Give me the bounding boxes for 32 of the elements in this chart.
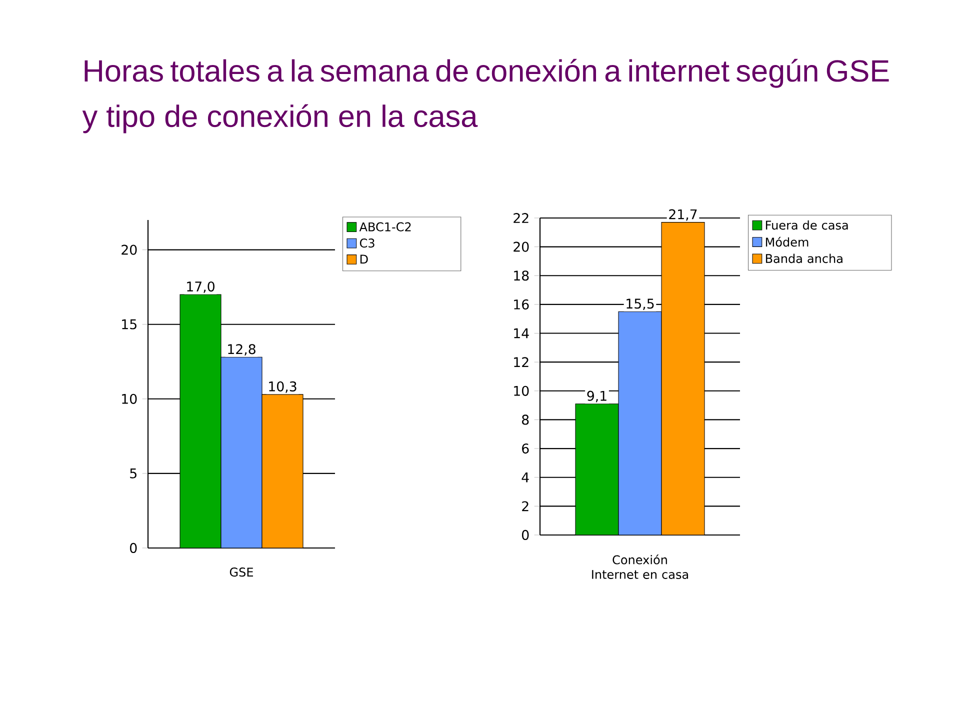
legend-label: D	[360, 254, 368, 264]
data-label: 17,0	[187, 281, 214, 293]
y-tick-label: 20	[514, 242, 529, 252]
y-tick-label: 0	[522, 530, 529, 540]
legend-label: ABC1-C2	[359, 222, 411, 232]
y-tick-label: 5	[130, 468, 136, 478]
y-tick-label: 12	[514, 357, 528, 368]
legend-label: Banda ancha	[766, 254, 842, 264]
y-tick-label: 14	[514, 328, 529, 338]
legend-label: Módem	[766, 236, 808, 247]
y-tick-label: 8	[522, 414, 529, 425]
legend-label: Fuera de casa	[766, 220, 848, 230]
data-label: 12,8	[228, 344, 256, 356]
y-tick-label: 15	[122, 319, 136, 330]
data-label: 15,5	[626, 298, 654, 310]
y-tick-label: 0	[130, 542, 137, 554]
x-axis-title: GSE	[230, 568, 253, 577]
legend-label: C3	[360, 238, 374, 248]
y-tick-label: 16	[514, 299, 529, 310]
y-tick-label: 4	[522, 472, 529, 482]
y-tick-label: 10	[514, 386, 529, 396]
y-tick-label: 20	[122, 244, 137, 255]
x-axis-title: Conexión Internet en casa	[592, 554, 688, 579]
y-tick-label: 18	[514, 270, 529, 281]
y-tick-label: 22	[514, 213, 528, 223]
data-label: 10,3	[269, 381, 296, 393]
y-tick-label: 2	[522, 501, 528, 512]
y-tick-label: 10	[122, 394, 137, 404]
data-label: 21,7	[669, 209, 697, 221]
text: Horas totales a la semana de conexión a internet según GSE y tipo de conexión en la casa	[82, 58, 889, 134]
data-label: 9,1	[587, 390, 606, 402]
y-tick-label: 6	[522, 443, 529, 454]
